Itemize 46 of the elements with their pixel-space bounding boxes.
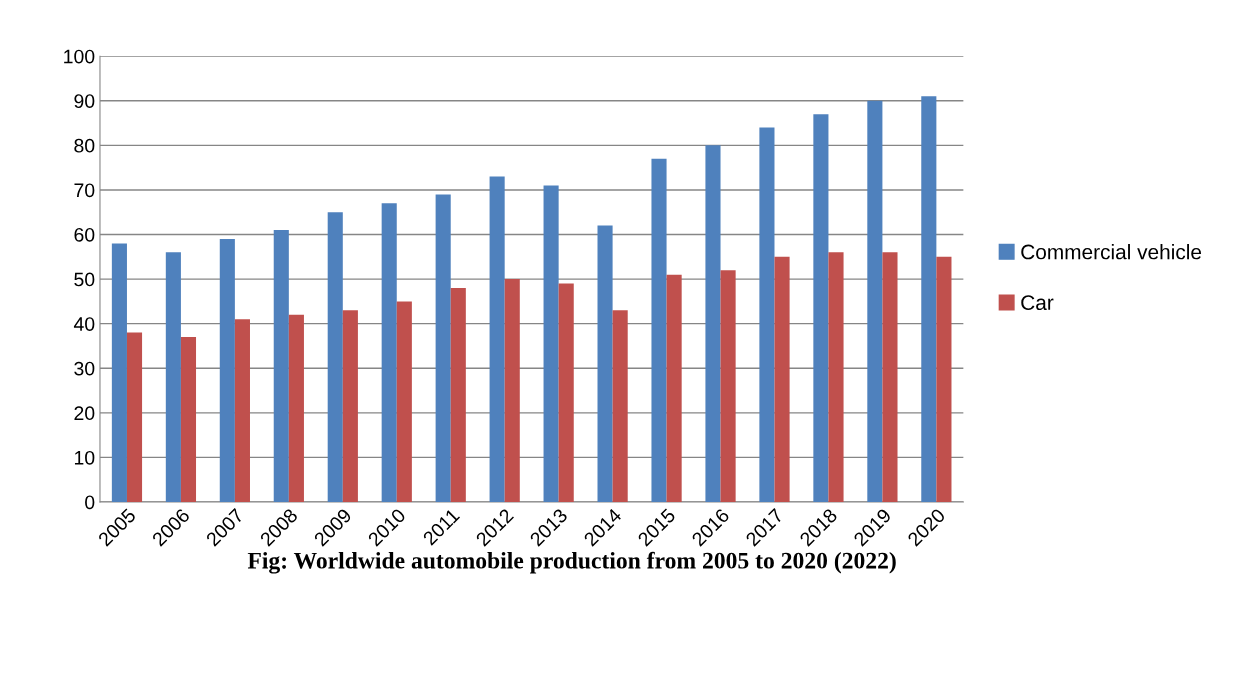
y-tick-label: 10 xyxy=(74,450,95,465)
bar xyxy=(288,314,304,502)
bar xyxy=(327,212,343,502)
y-tick-label: 40 xyxy=(73,317,95,331)
bar xyxy=(342,310,358,502)
y-tick-label: 50 xyxy=(74,272,95,287)
text: Fig: Worldwide automobile production from 2005 to 2020 (2022) xyxy=(247,551,896,574)
bar xyxy=(504,279,520,502)
legend-label: Commercial vehicle xyxy=(1021,244,1202,260)
y-tick-label: 30 xyxy=(74,361,95,376)
bar xyxy=(759,127,775,502)
bar xyxy=(111,243,127,502)
bar xyxy=(180,337,197,502)
y-tick-label: 70 xyxy=(74,183,95,198)
bar xyxy=(597,225,613,502)
bar xyxy=(936,256,952,502)
bar xyxy=(774,256,790,502)
legend-label: Car xyxy=(1021,295,1054,311)
bar xyxy=(882,252,898,502)
bar xyxy=(612,310,628,502)
bar xyxy=(651,158,667,502)
bar xyxy=(813,114,829,502)
bar xyxy=(720,270,736,502)
bar xyxy=(273,230,289,502)
bar xyxy=(558,283,574,502)
bar xyxy=(396,301,412,502)
bar xyxy=(234,319,250,502)
bar xyxy=(126,332,143,502)
bar xyxy=(219,238,235,502)
bar xyxy=(921,96,937,502)
bar xyxy=(435,194,451,502)
bar xyxy=(489,176,505,502)
y-tick-label: 20 xyxy=(74,406,95,421)
y-tick-label: 80 xyxy=(74,138,95,153)
bar xyxy=(165,252,181,502)
bar xyxy=(381,203,397,502)
bar xyxy=(867,100,883,502)
y-tick-label: 100 xyxy=(64,49,95,64)
y-tick-label: 90 xyxy=(74,94,95,109)
bar xyxy=(450,288,466,502)
y-tick-label: 0 xyxy=(85,495,95,510)
bar xyxy=(705,145,721,502)
bar xyxy=(828,252,844,502)
y-tick-label: 60 xyxy=(74,227,95,242)
bar xyxy=(543,185,559,502)
bar xyxy=(666,274,682,502)
